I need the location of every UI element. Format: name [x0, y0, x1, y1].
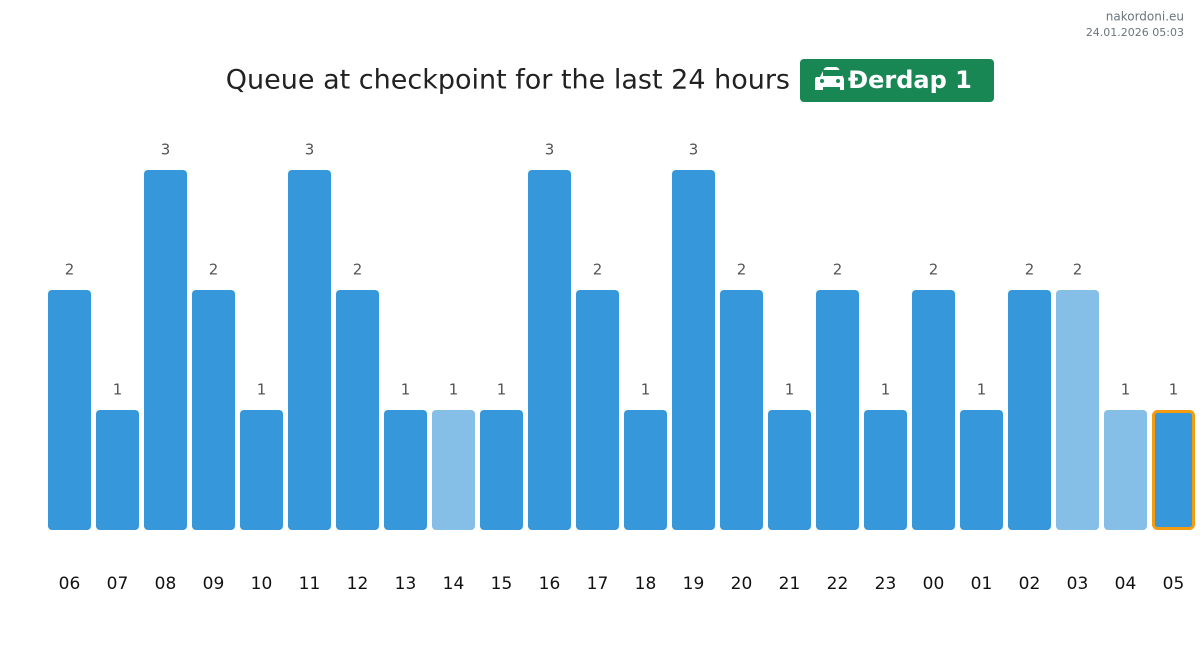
bar [864, 410, 907, 530]
x-tick-label: 13 [395, 574, 417, 594]
x-tick-label: 08 [155, 574, 177, 594]
bar [48, 290, 91, 530]
badge-bg [800, 59, 994, 102]
value-label: 1 [881, 381, 891, 399]
value-label: 2 [1073, 261, 1083, 279]
x-tick-label: 17 [587, 574, 609, 594]
x-tick-label: 20 [731, 574, 753, 594]
value-label: 3 [545, 141, 555, 159]
value-label: 1 [497, 381, 507, 399]
bar [816, 290, 859, 530]
bar [432, 410, 475, 530]
bar [768, 410, 811, 530]
x-tick-label: 22 [827, 574, 849, 594]
bar [288, 170, 331, 530]
x-tick-label: 06 [59, 574, 81, 594]
bar [576, 290, 619, 530]
source: nakordoni.eu [1106, 10, 1184, 24]
value-label: 2 [65, 261, 75, 279]
value-label: 3 [305, 141, 315, 159]
x-tick-label: 00 [923, 574, 945, 594]
x-tick-label: 10 [251, 574, 273, 594]
x-tick-label: 14 [443, 574, 465, 594]
value-label: 1 [785, 381, 795, 399]
checkpoint-badge: Đerdap 1 [800, 59, 994, 102]
bar [192, 290, 235, 530]
value-label: 1 [977, 381, 987, 399]
value-label: 2 [833, 261, 843, 279]
checkpoint-name: Đerdap 1 [848, 66, 972, 94]
x-tick-label: 18 [635, 574, 657, 594]
value-label: 2 [209, 261, 219, 279]
value-label: 1 [1121, 381, 1131, 399]
car-icon [815, 67, 844, 90]
bar [672, 170, 715, 530]
bar [96, 410, 139, 530]
timestamp: 24.01.2026 05:03 [1086, 26, 1184, 39]
x-tick-label: 07 [107, 574, 129, 594]
bar [912, 290, 955, 530]
value-label: 1 [113, 381, 123, 399]
value-label: 3 [689, 141, 699, 159]
x-tick-label: 05 [1163, 574, 1185, 594]
x-tick-label: 16 [539, 574, 561, 594]
value-label: 3 [161, 141, 171, 159]
x-tick-label: 12 [347, 574, 369, 594]
bar [1008, 290, 1051, 530]
value-label: 2 [737, 261, 747, 279]
bar [1152, 410, 1195, 530]
bar [144, 170, 187, 530]
bar [720, 290, 763, 530]
value-label: 1 [1169, 381, 1179, 399]
x-tick-label: 02 [1019, 574, 1041, 594]
bar [528, 170, 571, 530]
bar [240, 410, 283, 530]
value-label: 1 [449, 381, 459, 399]
value-label: 2 [353, 261, 363, 279]
x-tick-label: 21 [779, 574, 801, 594]
bar [1104, 410, 1147, 530]
bar [960, 410, 1003, 530]
x-tick-label: 09 [203, 574, 225, 594]
x-tick-label: 11 [299, 574, 321, 594]
bar [336, 290, 379, 530]
x-tick-label: 04 [1115, 574, 1137, 594]
bar [480, 410, 523, 530]
x-tick-label: 19 [683, 574, 705, 594]
value-label: 2 [929, 261, 939, 279]
x-tick-label: 23 [875, 574, 897, 594]
bar [624, 410, 667, 530]
bar [384, 410, 427, 530]
x-tick-label: 03 [1067, 574, 1089, 594]
value-label: 2 [593, 261, 603, 279]
value-label: 2 [1025, 261, 1035, 279]
bar [1056, 290, 1099, 530]
x-tick-label: 01 [971, 574, 993, 594]
x-tick-label: 15 [491, 574, 513, 594]
chart-title: Queue at checkpoint for the last 24 hour… [226, 65, 790, 96]
value-label: 1 [401, 381, 411, 399]
value-label: 1 [257, 381, 267, 399]
value-label: 1 [641, 381, 651, 399]
